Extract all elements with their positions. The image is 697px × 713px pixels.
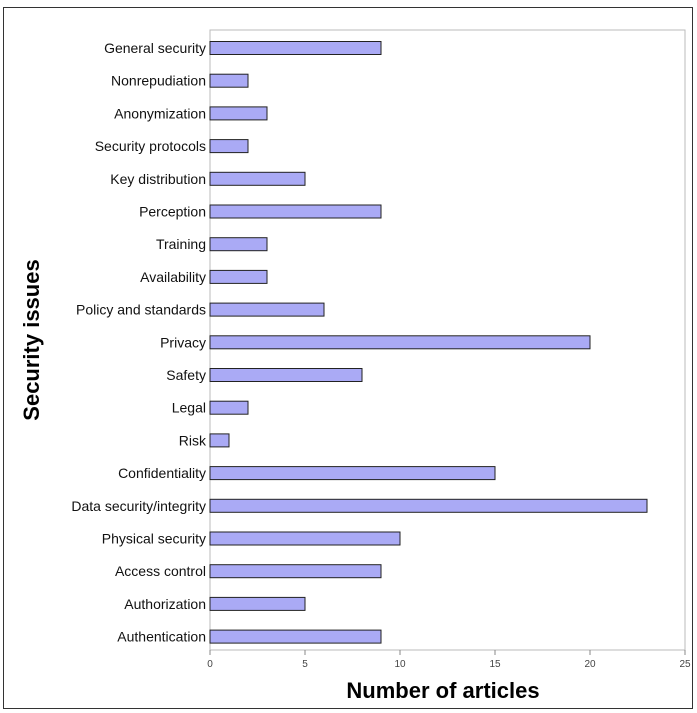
bar bbox=[210, 270, 267, 283]
bar bbox=[210, 434, 229, 447]
category-label: Safety bbox=[166, 367, 206, 383]
bar bbox=[210, 107, 267, 120]
bar bbox=[210, 140, 248, 153]
bar bbox=[210, 74, 248, 87]
category-label: General security bbox=[104, 40, 206, 56]
category-label: Privacy bbox=[160, 334, 206, 350]
x-axis-ticks: 0 5 10 15 20 25 bbox=[207, 650, 691, 670]
bar bbox=[210, 597, 305, 610]
bar bbox=[210, 401, 248, 414]
category-label: Data security/integrity bbox=[71, 498, 206, 514]
category-label: Nonrepudiation bbox=[111, 73, 206, 89]
bar bbox=[210, 630, 381, 643]
category-label: Access control bbox=[115, 563, 206, 579]
x-tick-label: 0 bbox=[207, 659, 213, 670]
category-label: Training bbox=[156, 236, 206, 252]
category-label: Anonymization bbox=[114, 105, 206, 121]
category-label: Authentication bbox=[117, 629, 206, 645]
bars-group bbox=[210, 42, 647, 644]
category-label: Confidentiality bbox=[118, 465, 206, 481]
bar bbox=[210, 42, 381, 55]
x-tick-label: 10 bbox=[394, 659, 406, 670]
category-label: Perception bbox=[139, 204, 206, 220]
category-label: Policy and standards bbox=[76, 302, 206, 318]
bar bbox=[210, 336, 590, 349]
x-tick-label: 15 bbox=[489, 659, 501, 670]
category-label: Physical security bbox=[102, 531, 206, 547]
bar bbox=[210, 172, 305, 185]
bar bbox=[210, 303, 324, 316]
x-tick-label: 25 bbox=[679, 659, 691, 670]
x-axis-title: Number of articles bbox=[346, 678, 539, 703]
bar bbox=[210, 238, 267, 251]
y-axis-title: Security issues bbox=[19, 259, 44, 420]
category-label: Security protocols bbox=[95, 138, 206, 154]
bar bbox=[210, 565, 381, 578]
category-label: Availability bbox=[140, 269, 206, 285]
bar bbox=[210, 499, 647, 512]
bar bbox=[210, 467, 495, 480]
category-label: Risk bbox=[179, 432, 207, 448]
category-labels: General security Nonrepudiation Anonymizat… bbox=[71, 40, 207, 645]
category-label: Legal bbox=[172, 400, 206, 416]
bar bbox=[210, 205, 381, 218]
bar bbox=[210, 532, 400, 545]
x-tick-label: 5 bbox=[302, 659, 308, 670]
x-tick-label: 20 bbox=[584, 659, 596, 670]
category-label: Authorization bbox=[124, 596, 206, 612]
category-label: Key distribution bbox=[110, 171, 206, 187]
bar bbox=[210, 369, 362, 382]
